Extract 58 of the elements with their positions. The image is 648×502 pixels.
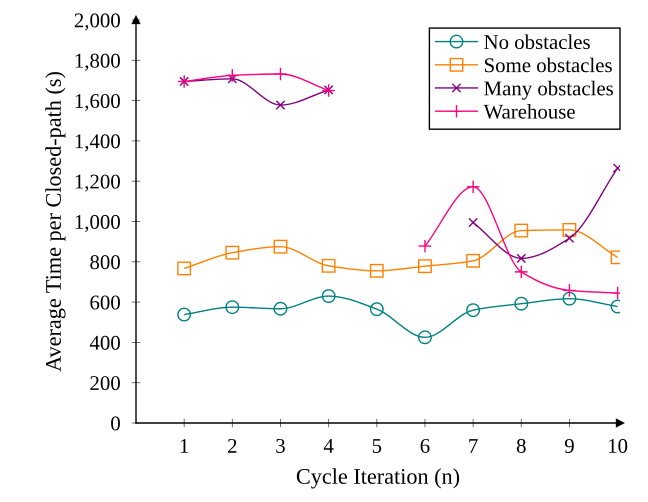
point bbox=[276, 100, 286, 110]
x-tick-label: 1 bbox=[180, 438, 188, 453]
point bbox=[370, 264, 384, 278]
point bbox=[324, 85, 334, 95]
point bbox=[514, 264, 528, 279]
point bbox=[418, 259, 432, 274]
point bbox=[562, 223, 576, 237]
y-axis-title: Average Time per Closed-path (s) bbox=[45, 72, 66, 372]
point bbox=[466, 303, 480, 318]
y-tick-label: 200 bbox=[90, 376, 120, 390]
x-tick-label: 4 bbox=[324, 439, 334, 453]
y-tick-label: 1,000 bbox=[76, 214, 120, 232]
y-tick-label: 1,600 bbox=[76, 94, 120, 112]
point bbox=[322, 289, 336, 303]
legend-label: Warehouse bbox=[484, 104, 575, 119]
point bbox=[225, 246, 240, 260]
point bbox=[418, 330, 432, 344]
x-tick-label: 3 bbox=[276, 438, 285, 453]
point bbox=[177, 308, 192, 322]
x-tick-label: 2 bbox=[228, 438, 236, 453]
legend-label: Some obstacles bbox=[484, 58, 612, 72]
point bbox=[562, 283, 576, 298]
point bbox=[322, 258, 336, 273]
point bbox=[466, 180, 480, 194]
x-tick-label: 9 bbox=[564, 438, 574, 453]
y-tick-label: 800 bbox=[90, 255, 120, 270]
x-tick-label: 8 bbox=[516, 438, 526, 453]
point bbox=[274, 240, 288, 254]
x-tick-label: 7 bbox=[469, 439, 478, 453]
point bbox=[225, 68, 240, 82]
y-tick-label: 600 bbox=[90, 295, 120, 310]
y-tick-label: 400 bbox=[90, 336, 120, 350]
point bbox=[514, 296, 528, 311]
legend-label: No obstacles bbox=[484, 34, 590, 50]
x-tick-label: 6 bbox=[420, 438, 430, 453]
point bbox=[514, 224, 528, 238]
y-tick-label: 1,200 bbox=[76, 174, 120, 192]
point bbox=[322, 84, 336, 98]
point bbox=[562, 292, 576, 306]
point bbox=[274, 67, 288, 81]
point bbox=[564, 233, 574, 244]
point bbox=[418, 239, 432, 254]
point bbox=[468, 218, 478, 228]
point bbox=[225, 300, 240, 314]
y-tick-label: 1,400 bbox=[76, 134, 120, 152]
x-tick-label: 5 bbox=[372, 439, 382, 453]
y-tick-label: 0 bbox=[111, 416, 120, 430]
point bbox=[227, 74, 238, 84]
legend-label: Many obstacles bbox=[484, 80, 613, 100]
y-tick-label: 2,000 bbox=[74, 13, 120, 30]
y-tick-label: 1,800 bbox=[76, 54, 120, 71]
point bbox=[516, 254, 526, 264]
point bbox=[274, 302, 288, 316]
point bbox=[177, 262, 192, 276]
x-axis-title: Cycle Iteration (n) bbox=[296, 468, 460, 488]
x-tick-label: 10 bbox=[609, 438, 628, 453]
point bbox=[466, 254, 480, 268]
point bbox=[370, 302, 384, 316]
